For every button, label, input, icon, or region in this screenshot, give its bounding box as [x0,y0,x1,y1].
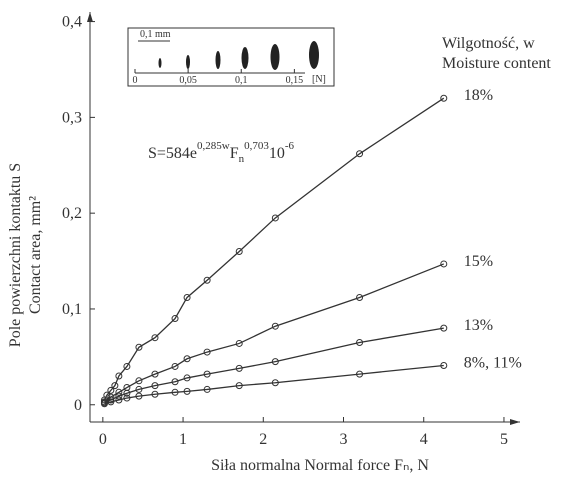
x-tick-label: 2 [259,431,267,448]
data-point [440,94,448,102]
series-label: 15% [464,253,493,270]
data-point [203,385,211,393]
series-label: 8%, 11% [464,354,522,371]
data-point [135,392,143,400]
data-point [171,388,179,396]
y-tick-label: 0,2 [62,205,82,222]
data-point [203,348,211,356]
formula: S=584e0,285wFn0,70310-6 [148,140,295,165]
data-point [271,358,279,366]
x-tick-label: 0 [99,431,107,448]
data-point [235,247,243,255]
data-point [135,377,143,385]
data-point [171,362,179,370]
inset-tick-label: 0,15 [286,75,304,86]
data-point [440,324,448,332]
data-point [440,260,448,268]
data-point [356,370,364,378]
y-axis-label: Pole powierzchni kontaktu S [7,163,24,347]
formula-part: 0,703 [244,140,269,152]
legend-title: Wilgotność, w [442,35,535,52]
inset-tick-label: 0,05 [179,75,197,86]
data-point [183,355,191,363]
series-label: 13% [464,317,493,334]
data-point [356,150,364,158]
data-point [100,400,108,408]
formula-part: 0,285w [197,140,230,152]
formula-part: n [239,153,245,165]
data-point [135,385,143,393]
formula-part: S=584e [148,145,197,162]
data-point [271,214,279,222]
inset-particles [158,41,319,70]
data-point [356,338,364,346]
y-tick-label: 0,1 [62,301,82,318]
fit-line [103,97,445,401]
y-axis-label: Contact area, mm² [27,196,44,314]
data-point [151,370,159,378]
data-point [123,389,131,397]
data-point [271,379,279,387]
inset-frame [127,27,335,87]
data-point [111,382,119,390]
x-tick-label: 4 [420,431,428,448]
inset-unit: [N] [312,74,326,85]
data-point [203,370,211,378]
data-point [235,364,243,372]
data-point [115,396,123,404]
inset-scale-label: 0,1 mm [140,29,171,40]
data-point [183,293,191,301]
data-point [271,322,279,330]
x-tick-label: 1 [179,431,187,448]
data-point [115,392,123,400]
data-point [440,361,448,369]
data-point [235,382,243,390]
data-point [107,396,115,404]
y-tick-label: 0 [74,397,82,414]
formula-part: -6 [285,140,295,152]
y-tick-label: 0,3 [62,109,82,126]
data-point [151,390,159,398]
data-point [183,387,191,395]
data-point [235,339,243,347]
fit-line [104,327,444,404]
fit-line [104,364,444,405]
fit-line [104,263,445,403]
data-point [107,386,115,394]
legend-title: Moisture content [442,55,551,72]
data-point [123,362,131,370]
x-axis-arrow [510,419,520,425]
formula-part: F [230,145,239,162]
data-point [183,374,191,382]
data-point [203,276,211,284]
x-axis-label: Siła normalna Normal force Fₙ, N [211,457,429,474]
inset-tick-label: 0 [133,75,138,86]
data-point [171,378,179,386]
data-point [171,315,179,323]
data-point [115,388,123,396]
x-tick-label: 3 [340,431,348,448]
data-point [103,391,111,399]
data-point [135,343,143,351]
y-axis-arrow [87,12,93,22]
data-point [151,382,159,390]
y-tick-label: 0,4 [62,14,82,31]
data-point [123,394,131,402]
formula-part: 10 [269,145,285,162]
inset-tick-label: 0,1 [235,75,248,86]
data-point [115,372,123,380]
x-tick-label: 5 [500,431,508,448]
data-point [107,398,115,406]
data-point [356,293,364,301]
series-label: 18% [464,87,493,104]
data-point [151,334,159,342]
